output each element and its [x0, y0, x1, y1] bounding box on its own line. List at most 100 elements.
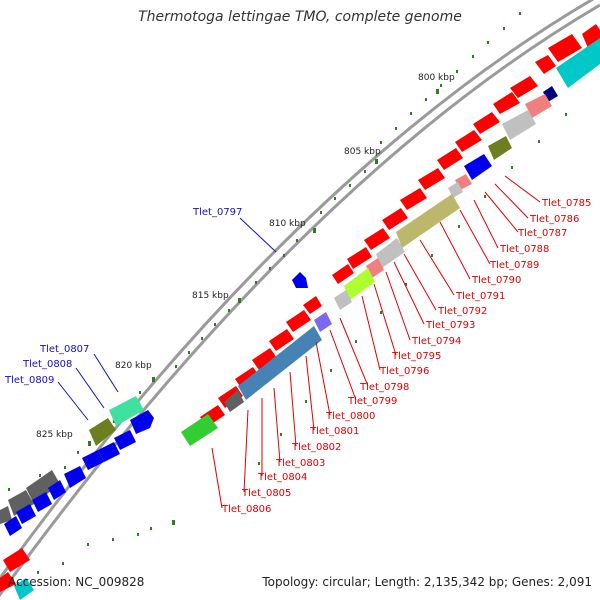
cog-block	[502, 110, 536, 140]
red-label-leaders	[211, 175, 541, 509]
cog-category-blocks	[0, 38, 600, 600]
cog-block	[525, 94, 552, 118]
gene-arrow	[347, 247, 372, 269]
cog-block	[488, 136, 512, 160]
cog-block	[224, 390, 244, 412]
gene-label: Tlet_0794	[411, 336, 461, 347]
gene-label: Tlet_0805	[241, 488, 291, 499]
gene-arrow	[455, 130, 482, 152]
gene-label: Tlet_0789	[489, 260, 539, 271]
gene-label: Tlet_0786	[529, 214, 579, 225]
gene-label: Tlet_0802	[291, 442, 341, 453]
gene-arrow	[0, 572, 16, 592]
gene-arrow	[64, 466, 86, 488]
leader-line	[305, 355, 315, 431]
gene-arrow	[32, 492, 52, 512]
red-gene-labels: Tlet_0785 Tlet_0786 Tlet_0787 Tlet_0788 …	[221, 198, 591, 515]
leader-line	[243, 409, 249, 493]
leader-line	[239, 217, 277, 253]
gene-label: Tlet_0796	[379, 366, 429, 377]
leader-line	[315, 341, 331, 416]
kbp-label: 820 kbp	[115, 361, 152, 371]
kbp-label: 810 kbp	[269, 219, 306, 229]
gene-label: Tlet_0800	[325, 411, 375, 422]
gene-label: Tlet_0788	[499, 244, 549, 255]
gene-arrow	[535, 55, 556, 74]
gene-arrow	[16, 504, 36, 524]
cog-block	[26, 470, 60, 504]
gene-label: Tlet_0798	[359, 382, 409, 393]
cog-block	[396, 194, 460, 248]
gene-label: Tlet_0791	[455, 291, 505, 302]
gene-arrow	[292, 272, 308, 288]
gene-label: Tlet_0806	[221, 504, 271, 515]
leader-line	[289, 371, 297, 447]
gene-label: Tlet_0803	[275, 458, 325, 469]
cog-block	[344, 268, 375, 300]
leader-line	[361, 295, 381, 371]
cog-block	[314, 312, 332, 332]
gene-arrow	[252, 348, 277, 370]
leader-line	[393, 261, 425, 325]
backbone-inner	[0, 3, 600, 598]
gene-arrow	[473, 112, 500, 134]
kbp-label: 815 kbp	[192, 291, 229, 301]
cog-block	[109, 396, 144, 426]
cog-block	[464, 154, 492, 180]
leader-line	[93, 353, 119, 393]
gene-label: Tlet_0797	[192, 207, 242, 218]
cog-block	[89, 418, 116, 446]
cog-block	[376, 238, 405, 268]
gene-label: Tlet_0795	[391, 351, 441, 362]
gene-arrow	[48, 480, 66, 500]
leader-line	[339, 317, 369, 387]
cog-block	[448, 182, 463, 198]
cog-block	[14, 578, 34, 600]
gene-label: Tlet_0792	[437, 306, 487, 317]
gene-arrow	[510, 76, 538, 98]
leader-line	[459, 209, 491, 265]
leader-line	[403, 253, 437, 311]
gene-label: Tlet_0808	[22, 359, 72, 370]
gene-arrow	[82, 450, 104, 470]
gene-label: Tlet_0807	[39, 344, 89, 355]
kbp-label: 800 kbp	[418, 73, 455, 83]
kbp-label: 805 kbp	[344, 147, 381, 157]
gene-arrow	[400, 188, 427, 210]
gene-label: Tlet_0799	[347, 396, 397, 407]
leader-line	[494, 183, 529, 219]
leader-line	[329, 329, 357, 401]
leader-line	[419, 239, 455, 296]
cog-block	[334, 290, 352, 310]
blue-gene-labels: Tlet_0797 Tlet_0807 Tlet_0808 Tlet_0809	[4, 207, 242, 386]
reverse-strand-genes	[4, 272, 308, 536]
gene-label: Tlet_0790	[471, 275, 521, 286]
forward-strand-genes	[0, 24, 600, 592]
kbp-label: 825 kbp	[36, 430, 73, 440]
leader-line	[373, 283, 397, 356]
gene-arrow	[269, 329, 294, 351]
kbp-labels: 800 kbp 805 kbp 810 kbp 815 kbp 820 kbp …	[36, 73, 455, 440]
gene-arrow	[332, 264, 354, 284]
gene-arrow	[418, 168, 445, 190]
gene-arrow	[493, 92, 520, 114]
gene-label: Tlet_0793	[425, 320, 475, 331]
leader-line	[504, 175, 541, 203]
gene-label: Tlet_0787	[517, 228, 567, 239]
cog-block	[181, 414, 218, 446]
gene-arrow	[364, 228, 390, 250]
gene-label: Tlet_0801	[309, 426, 359, 437]
leader-line	[57, 381, 89, 421]
leader-line	[211, 447, 223, 509]
topology-text: Topology: circular; Length: 2,135,342 bp…	[262, 575, 592, 589]
gene-label: Tlet_0809	[4, 375, 54, 386]
accession-text: Accession: NC_009828	[8, 575, 145, 589]
gene-arrow	[130, 410, 154, 434]
gene-arrow	[382, 208, 408, 230]
gene-arrow	[437, 148, 463, 170]
cog-block	[0, 506, 12, 524]
leader-line	[473, 199, 499, 249]
leader-line	[484, 191, 519, 233]
